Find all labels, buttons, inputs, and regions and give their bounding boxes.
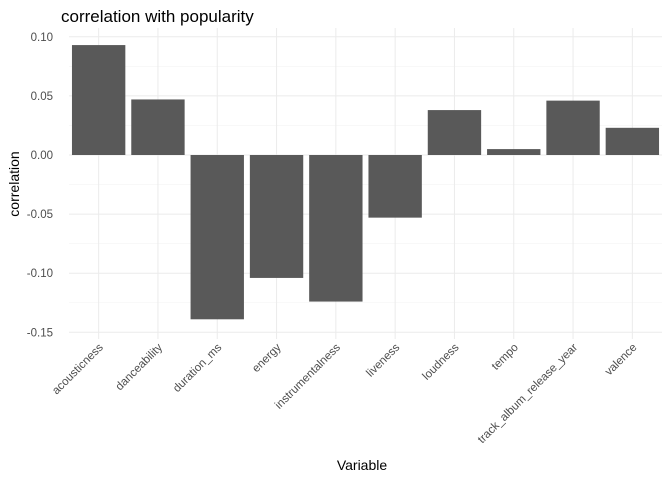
x-tick-label: valence: [603, 342, 640, 379]
x-tick-label: liveness: [364, 341, 402, 379]
bar-track_album_release_year: [546, 100, 600, 155]
x-tick-label: duration_ms: [171, 341, 224, 394]
chart-title: correlation with popularity: [61, 7, 254, 26]
x-tick-label: acousticness: [50, 341, 106, 397]
x-tick-label: instrumentalness: [273, 341, 343, 411]
x-tick-label: energy: [250, 341, 284, 375]
bar-loudness: [427, 110, 482, 155]
bar-energy: [249, 155, 304, 278]
x-tick-label: danceability: [114, 341, 166, 393]
bar-duration_ms: [190, 155, 244, 320]
x-axis-title: Variable: [337, 457, 388, 473]
x-tick-label: loudness: [421, 341, 462, 382]
y-tick-label: -0.15: [27, 327, 53, 339]
x-tick-label: track_album_release_year: [476, 342, 580, 446]
y-tick-label: 0.05: [31, 91, 53, 103]
grid: [69, 28, 662, 339]
y-axis-title: correlation: [6, 151, 22, 216]
y-tick-labels: -0.15 -0.10 -0.05 0.00 0.05 0.10: [27, 32, 53, 339]
x-tick-labels: acousticness danceability duration_ms energ…: [50, 341, 639, 445]
x-tick-label: tempo: [490, 342, 521, 373]
y-tick-label: 0.10: [31, 32, 53, 44]
bars: [71, 45, 660, 320]
bar-tempo: [487, 149, 541, 155]
y-tick-label: -0.05: [27, 209, 53, 221]
bar-danceability: [131, 99, 185, 155]
y-tick-label: 0.00: [31, 150, 53, 162]
bar-liveness: [368, 155, 422, 218]
bar-acousticness: [71, 45, 126, 155]
y-tick-label: -0.10: [27, 268, 53, 280]
bar-valence: [605, 127, 660, 155]
bar-instrumentalness: [309, 155, 363, 302]
